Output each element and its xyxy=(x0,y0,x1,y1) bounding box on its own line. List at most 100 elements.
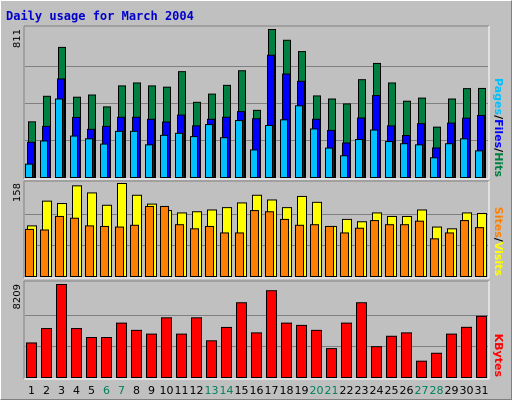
sites-bar xyxy=(25,228,34,277)
pages-bar xyxy=(235,120,243,179)
pages-bar xyxy=(190,136,198,178)
pages-bar xyxy=(265,124,273,178)
sites-bar xyxy=(430,238,439,278)
x-tick-label: 30 xyxy=(460,384,474,397)
x-tick-label: 1 xyxy=(28,384,35,397)
sites-bar xyxy=(280,218,289,277)
kbytes-bar xyxy=(41,328,52,378)
sites-bar xyxy=(265,211,274,277)
kbytes-bar xyxy=(266,290,277,378)
legend-kbytes: KBytes xyxy=(492,334,505,378)
pages-bar xyxy=(280,119,288,178)
pages-bar xyxy=(370,129,378,178)
x-tick-label: 23 xyxy=(355,384,369,397)
kbytes-bar xyxy=(311,329,322,379)
sites-bar xyxy=(40,229,49,277)
legend-hits-files-pages: Pages/Files/Hits xyxy=(492,78,505,177)
kbytes-bar xyxy=(341,322,352,379)
sites-bar xyxy=(325,225,334,277)
kbytes-bar xyxy=(281,322,292,379)
sites-bar xyxy=(55,215,64,277)
kbytes-bar xyxy=(71,328,82,378)
kbytes-bar xyxy=(371,346,382,378)
pages-bar xyxy=(250,149,258,178)
pages-bar xyxy=(55,98,63,178)
x-tick-label: 7 xyxy=(118,384,125,397)
sites-bar xyxy=(175,224,184,277)
kbytes-bar xyxy=(461,326,472,379)
pages-bar xyxy=(130,130,138,178)
x-tick-label: 18 xyxy=(280,384,294,397)
pages-bar xyxy=(475,150,483,179)
sites-bar xyxy=(250,210,259,277)
kbytes-bar xyxy=(251,332,262,378)
kbytes-bar xyxy=(416,360,427,378)
pages-bar xyxy=(325,147,333,178)
x-tick-label: 16 xyxy=(250,384,264,397)
pages-bar xyxy=(145,144,153,178)
kbytes-bar xyxy=(161,317,172,379)
pages-bar xyxy=(400,143,408,178)
sites-bar xyxy=(220,232,229,277)
x-tick-label: 13 xyxy=(205,384,219,397)
x-tick-label: 14 xyxy=(220,384,234,397)
pages-bar xyxy=(220,137,228,178)
x-tick-label: 8 xyxy=(133,384,140,397)
pages-bar xyxy=(25,163,33,179)
x-tick-label: 31 xyxy=(475,384,489,397)
kbytes-bar xyxy=(356,302,367,378)
sites-bar xyxy=(130,224,139,277)
x-tick-label: 21 xyxy=(325,384,339,397)
pages-bar xyxy=(205,124,213,178)
kbytes-bar xyxy=(131,329,142,379)
pages-bar xyxy=(415,144,423,178)
x-tick-label: 28 xyxy=(430,384,444,397)
sites-bar xyxy=(100,225,109,277)
pages-bar xyxy=(310,128,318,178)
pages-bar xyxy=(70,135,78,178)
kbytes-bar xyxy=(431,352,442,379)
pages-bar xyxy=(175,132,183,178)
x-tick-label: 2 xyxy=(43,384,50,397)
sites-bar xyxy=(295,224,304,277)
x-tick-label: 9 xyxy=(148,384,155,397)
kbytes-bar xyxy=(446,333,457,379)
x-tick-label: 3 xyxy=(58,384,65,397)
sites-bar xyxy=(415,220,424,277)
x-tick-label: 10 xyxy=(160,384,174,397)
y-max-label-kbytes: 8209 xyxy=(12,284,23,309)
kbytes-bar xyxy=(476,315,487,378)
sites-bar xyxy=(400,224,409,277)
y-max-label-visits: 158 xyxy=(12,183,23,202)
sites-bar xyxy=(385,224,394,277)
x-tick-label: 24 xyxy=(370,384,384,397)
sites-bar xyxy=(85,225,94,277)
kbytes-bar xyxy=(236,302,247,378)
sites-bar xyxy=(370,220,379,277)
sites-bar xyxy=(340,232,349,277)
pages-bar xyxy=(340,155,348,178)
pages-bar xyxy=(40,140,48,178)
sites-bar xyxy=(235,232,244,277)
pages-bar xyxy=(160,134,168,178)
sites-bar xyxy=(205,225,214,277)
x-tick-label: 5 xyxy=(88,384,95,397)
chart-title: Daily usage for March 2004 xyxy=(6,9,194,23)
x-tick-label: 20 xyxy=(310,384,324,397)
kbytes-bar xyxy=(401,332,412,378)
x-tick-label: 22 xyxy=(340,384,354,397)
sites-bar xyxy=(445,232,454,277)
sites-bar xyxy=(310,224,319,277)
sites-bar xyxy=(70,217,79,277)
legend-visits-sites: Sites/Visits xyxy=(492,207,505,277)
kbytes-bar xyxy=(101,337,112,378)
sites-bar xyxy=(160,205,169,278)
x-tick-label: 4 xyxy=(73,384,80,397)
kbytes-bar xyxy=(206,340,217,378)
pages-bar xyxy=(460,138,468,179)
kbytes-bar xyxy=(26,342,37,379)
pages-bar xyxy=(430,157,438,179)
pages-bar xyxy=(115,130,123,178)
x-tick-label: 6 xyxy=(103,384,110,397)
